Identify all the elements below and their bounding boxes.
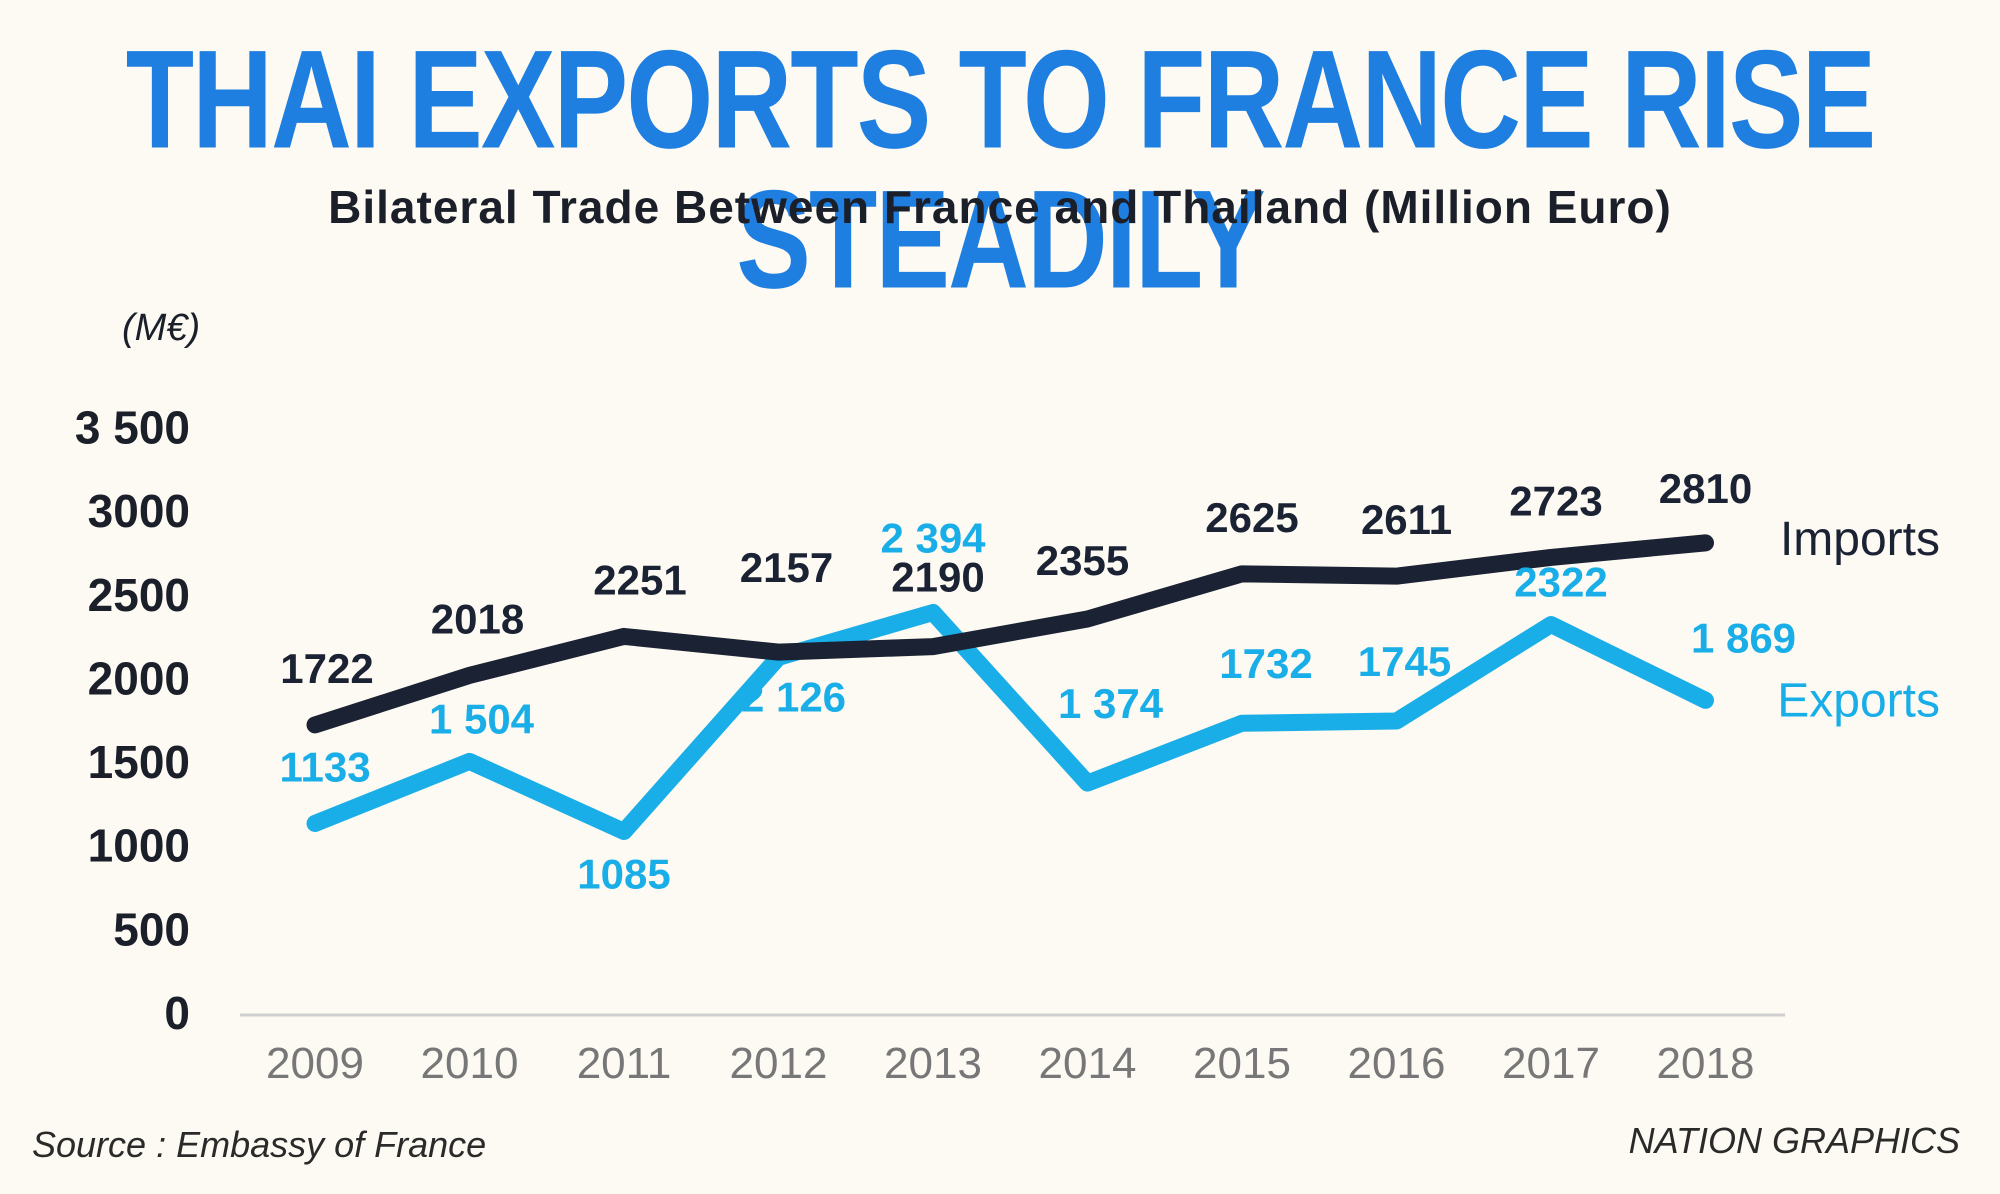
x-tick-label: 2013 — [884, 1039, 982, 1088]
y-tick-label: 1000 — [88, 820, 190, 872]
x-tick-label: 2017 — [1502, 1039, 1600, 1088]
exports-series-name: Exports — [1777, 674, 1940, 727]
y-tick-label: 500 — [113, 903, 190, 955]
exports-data-label: 1732 — [1219, 640, 1312, 687]
exports-data-label: 1 869 — [1691, 614, 1796, 661]
y-tick-label: 2000 — [88, 652, 190, 704]
imports-data-label: 2611 — [1361, 496, 1452, 543]
imports-data-label: 2810 — [1659, 465, 1752, 512]
imports-data-label: 2018 — [431, 595, 524, 642]
y-tick-label: 2500 — [88, 569, 190, 621]
source-note: Source : Embassy of France — [32, 1124, 487, 1165]
imports-data-label: 2251 — [593, 556, 686, 603]
x-tick-label: 2018 — [1657, 1039, 1755, 1088]
exports-data-label: 1085 — [577, 850, 670, 897]
chart-subtitle: Bilateral Trade Between France and Thail… — [328, 181, 1672, 233]
x-tick-label: 2012 — [730, 1039, 828, 1088]
exports-data-label: 2322 — [1514, 559, 1607, 606]
exports-series-line — [306, 603, 1714, 840]
y-tick-label: 1500 — [88, 736, 190, 788]
exports-data-label: 1 504 — [429, 695, 535, 742]
x-tick-label: 2009 — [266, 1039, 364, 1088]
exports-data-label: 2 126 — [741, 673, 846, 720]
x-tick-label: 2016 — [1348, 1039, 1446, 1088]
exports-data-label: 2 394 — [880, 514, 986, 561]
exports-data-label: 1 374 — [1058, 680, 1164, 727]
x-tick-label: 2014 — [1039, 1039, 1137, 1088]
exports-data-label: 1745 — [1358, 638, 1451, 685]
imports-data-label: 2723 — [1509, 477, 1602, 524]
exports-data-label: 1133 — [279, 743, 370, 790]
imports-series-name: Imports — [1780, 513, 1940, 566]
x-tick-label: 2010 — [421, 1039, 519, 1088]
graphics-credit: NATION GRAPHICS — [1628, 1120, 1960, 1161]
imports-data-label: 2625 — [1205, 494, 1298, 541]
imports-data-label: 2157 — [740, 544, 833, 591]
imports-series-line — [306, 534, 1714, 734]
imports-data-label: 2355 — [1036, 537, 1129, 584]
y-tick-label: 3000 — [88, 485, 190, 537]
y-axis-unit-label: (M€) — [122, 307, 200, 349]
imports-data-label: 1722 — [280, 645, 373, 692]
y-tick-label: 3 500 — [75, 401, 190, 453]
y-tick-label: 0 — [164, 987, 190, 1039]
page-title: THAI EXPORTS TO FRANCE RISE STEADILY — [125, 21, 1877, 318]
x-tick-label: 2015 — [1193, 1039, 1291, 1088]
x-tick-label: 2011 — [577, 1039, 672, 1088]
imports-data-label: 2190 — [891, 554, 984, 601]
